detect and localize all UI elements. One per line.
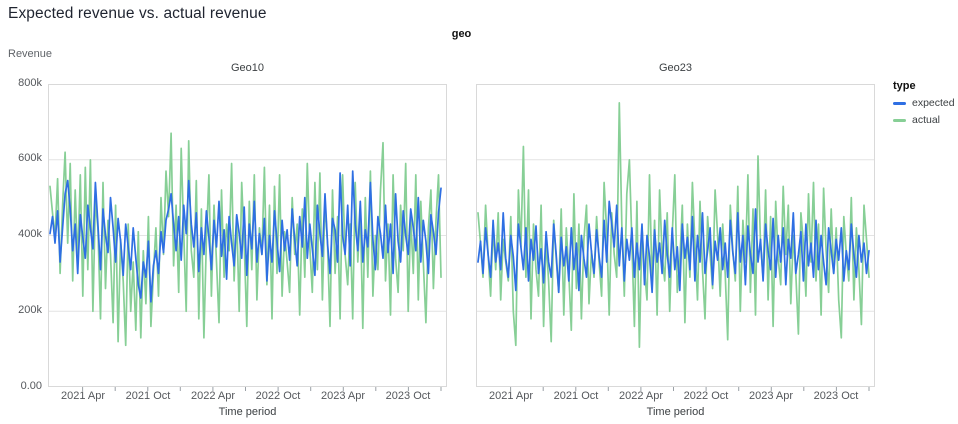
series-line-actual[interactable] [49, 132, 442, 347]
series-line-expected[interactable] [477, 200, 870, 294]
facet-title: Geo10 [230, 62, 265, 74]
x-tick-label: 2021 Oct [553, 390, 599, 402]
legend-label: expected [912, 97, 955, 109]
legend-title: type [893, 80, 916, 92]
x-axis-title: Time period [218, 406, 277, 418]
x-tick-label: 2023 Apr [748, 390, 794, 402]
y-tick-label: 400k [18, 228, 42, 240]
legend: type expected actual [893, 80, 957, 131]
y-tick-label: 600k [18, 152, 42, 164]
legend-item-actual[interactable]: actual [893, 114, 957, 126]
x-tick-label: 2023 Apr [320, 390, 366, 402]
x-tick-label: 2021 Apr [60, 390, 106, 402]
facet-panel-geo10: Geo10 2021 Apr 2021 Oct 2022 Apr 2022 Oct 20… [48, 62, 447, 418]
legend-item-expected[interactable]: expected [893, 97, 957, 109]
x-tick-label: 2021 Apr [488, 390, 534, 402]
facet-panel-geo23: Geo23 2021 Apr 2021 Oct 2022 Apr 2022 Oct 20… [476, 62, 875, 418]
expected-line-swatch-icon [893, 101, 906, 105]
page-title: Expected revenue vs. actual revenue [8, 5, 267, 22]
x-tick-label: 2022 Apr [190, 390, 236, 402]
y-axis-title: Revenue [8, 48, 53, 60]
facet-title: Geo23 [658, 62, 693, 74]
y-tick-label: 0.00 [20, 380, 42, 392]
plot-area[interactable] [476, 84, 875, 392]
legend-label: actual [912, 114, 941, 126]
x-tick-label: 2023 Oct [385, 390, 431, 402]
x-tick-label: 2022 Oct [683, 390, 729, 402]
series-line-expected[interactable] [49, 170, 442, 303]
plot-area[interactable] [48, 84, 447, 392]
x-tick-label: 2021 Oct [125, 390, 171, 402]
y-tick-label: 800k [18, 77, 42, 89]
x-tick-label: 2023 Oct [813, 390, 859, 402]
series-line-actual[interactable] [477, 102, 870, 349]
actual-line-swatch-icon [893, 118, 906, 122]
facet-field-label: geo [451, 28, 472, 40]
x-tick-label: 2022 Apr [618, 390, 664, 402]
x-axis-title: Time period [646, 406, 705, 418]
x-tick-label: 2022 Oct [255, 390, 301, 402]
y-tick-label: 200k [18, 304, 42, 316]
